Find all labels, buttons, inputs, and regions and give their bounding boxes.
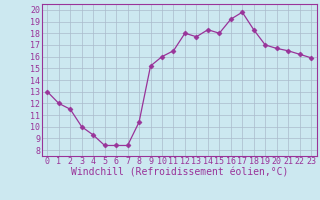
X-axis label: Windchill (Refroidissement éolien,°C): Windchill (Refroidissement éolien,°C) [70,168,288,178]
